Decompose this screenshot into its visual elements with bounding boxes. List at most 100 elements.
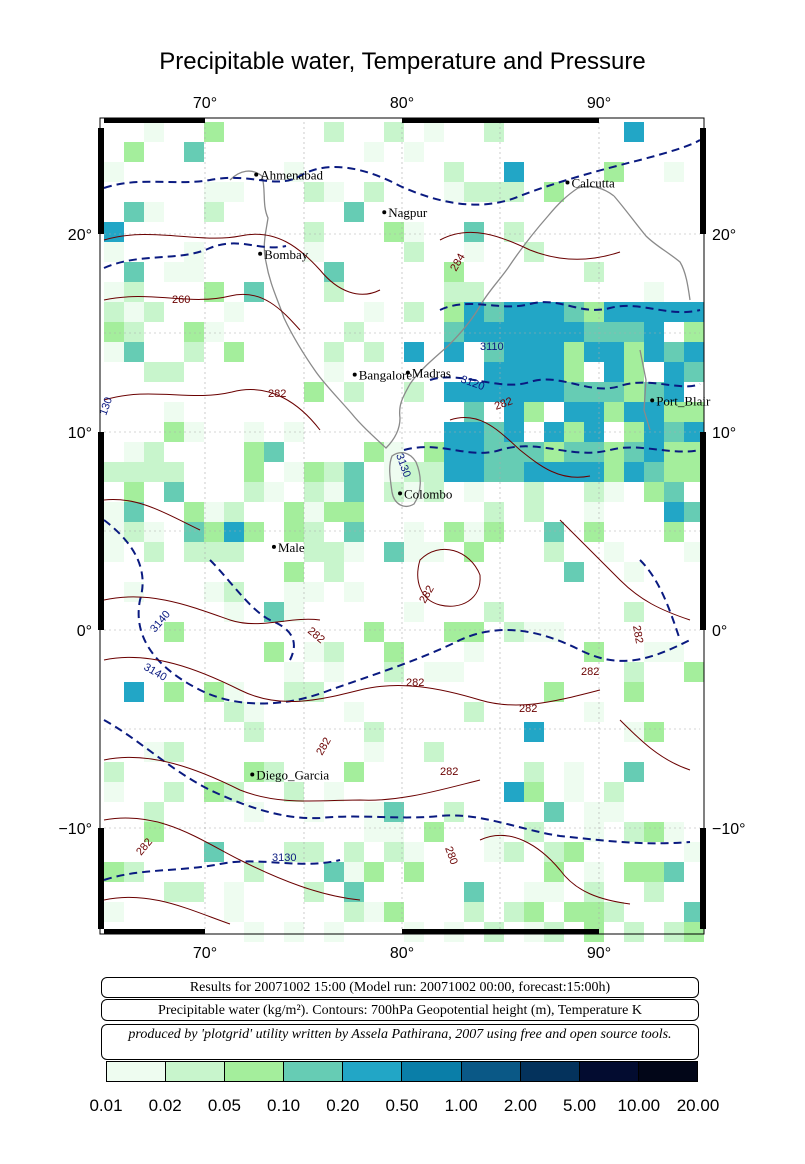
precip-cell — [324, 502, 344, 522]
precip-cell — [504, 842, 524, 862]
precip-cell — [444, 322, 464, 342]
precip-cell — [544, 842, 564, 862]
precip-cell — [104, 542, 124, 562]
precip-cell — [164, 462, 184, 482]
precip-cell — [564, 562, 584, 582]
precip-cell — [664, 482, 684, 502]
axis-tick-labels: 70° 80° 90° 70° 80° 90° 20° 10° 0° −10° … — [58, 95, 745, 962]
precip-cell — [624, 402, 644, 422]
precip-cell — [124, 142, 144, 162]
precip-cell — [204, 122, 224, 142]
precip-cell — [644, 862, 664, 882]
contour-label: 282 — [268, 388, 286, 400]
precip-cell — [444, 522, 464, 542]
precip-cell — [504, 402, 524, 422]
precip-cell — [524, 402, 544, 422]
precip-cell — [304, 382, 324, 402]
city-dot — [398, 491, 403, 496]
precip-cell — [624, 362, 644, 382]
contour-label: 3130 — [272, 852, 296, 864]
precip-cell — [664, 822, 684, 842]
geopotential-height-contours — [103, 139, 701, 881]
city-dot — [254, 172, 259, 177]
city-label: Port_Blair — [656, 393, 711, 408]
precip-cell — [404, 862, 424, 882]
precip-cell — [204, 502, 224, 522]
precip-cell — [144, 442, 164, 462]
colorbar-label: 0.01 — [89, 1096, 123, 1115]
precip-cell — [324, 182, 344, 202]
precip-cell — [624, 862, 644, 882]
precip-cell — [104, 342, 124, 362]
precip-cell — [384, 462, 404, 482]
precip-cell — [644, 382, 664, 402]
temperature-contours — [103, 231, 691, 925]
precip-cell — [644, 302, 664, 322]
precip-cell — [524, 322, 544, 342]
precip-cell — [424, 482, 444, 502]
precip-cell — [444, 162, 464, 182]
lat-tick-right: 0° — [712, 623, 727, 640]
precip-cell — [124, 482, 144, 502]
precip-cell — [164, 402, 184, 422]
precip-cell — [464, 542, 484, 562]
precip-cell — [464, 382, 484, 402]
precip-cell — [644, 402, 664, 422]
contour-label: 282 — [630, 624, 645, 644]
gridlines — [104, 122, 700, 930]
precip-cell — [584, 502, 604, 522]
precip-cell — [324, 282, 344, 302]
lon-tick-top: 80° — [390, 95, 414, 112]
city-label: Male — [278, 540, 305, 555]
precip-cell — [444, 342, 464, 362]
precip-cell — [684, 502, 704, 522]
colorbar-label: 5.00 — [563, 1096, 597, 1115]
precip-cell — [344, 542, 364, 562]
precip-cell — [404, 382, 424, 402]
precip-cell — [404, 142, 424, 162]
precip-cell — [504, 382, 524, 402]
precip-cell — [204, 322, 224, 342]
contour-label: 3110 — [480, 341, 504, 353]
precip-cell — [344, 842, 364, 862]
precip-cell — [684, 462, 704, 482]
precip-cell — [584, 262, 604, 282]
precip-cell — [304, 682, 324, 702]
precip-cell — [224, 302, 244, 322]
precip-cell — [644, 442, 664, 462]
precip-cell — [584, 322, 604, 342]
precip-cell — [364, 302, 384, 322]
precip-cell — [564, 342, 584, 362]
precip-cell — [424, 442, 444, 462]
precip-cell — [124, 302, 144, 322]
precip-cell — [564, 462, 584, 482]
precip-cell — [464, 482, 484, 502]
precip-cell — [404, 302, 424, 322]
contour-label: 130 — [98, 396, 116, 417]
precip-cell — [164, 262, 184, 282]
precip-cell — [684, 442, 704, 462]
precip-cell — [404, 522, 424, 542]
colorbar-segment — [402, 1062, 462, 1081]
precip-cell — [544, 382, 564, 402]
precip-cell — [564, 762, 584, 782]
precip-cell — [424, 542, 444, 562]
precip-cell — [364, 822, 384, 842]
precip-cell — [164, 622, 184, 642]
precip-cell — [584, 462, 604, 482]
precip-cell — [284, 922, 304, 942]
contour-label: 282 — [493, 395, 514, 413]
precip-cell — [104, 242, 124, 262]
precip-cell — [204, 542, 224, 562]
precip-cell — [404, 482, 424, 502]
precip-cell — [524, 462, 544, 482]
precip-cell — [244, 702, 264, 722]
lat-tick-right: 20° — [712, 227, 736, 244]
city-dot — [650, 398, 655, 403]
precip-cell — [484, 522, 504, 542]
precip-cell — [504, 902, 524, 922]
colorbar-segment — [166, 1062, 226, 1081]
precip-cell — [344, 882, 364, 902]
precip-cell — [604, 542, 624, 562]
precip-cell — [524, 782, 544, 802]
